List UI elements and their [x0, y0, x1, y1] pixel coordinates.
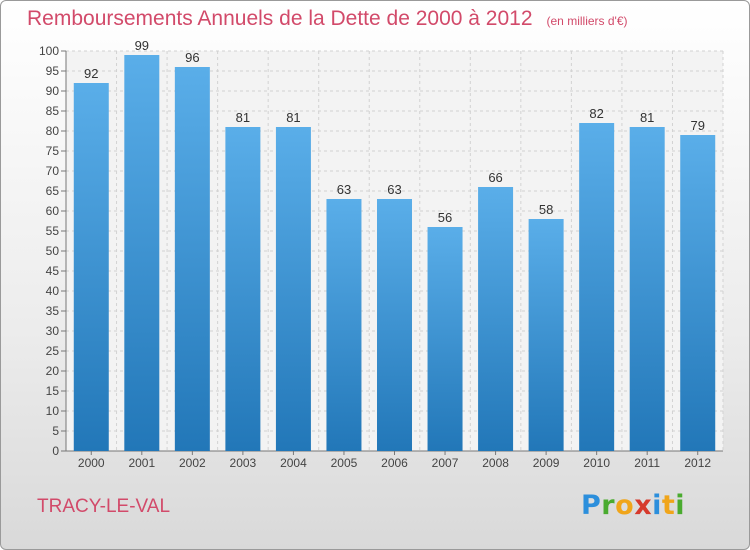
bar — [680, 135, 716, 451]
y-tick-label: 30 — [46, 324, 60, 338]
y-tick-label: 85 — [46, 104, 60, 118]
y-tick-label: 50 — [46, 244, 60, 258]
x-tick-label: 2011 — [634, 456, 660, 470]
y-tick-label: 15 — [46, 384, 60, 398]
data-label: 56 — [438, 210, 452, 225]
y-tick-label: 75 — [46, 144, 60, 158]
x-tick-label: 2008 — [482, 456, 509, 470]
data-label: 81 — [640, 110, 654, 125]
x-tick-label: 2003 — [230, 456, 257, 470]
y-tick-label: 95 — [46, 64, 60, 78]
data-label: 58 — [539, 202, 553, 217]
chart-title: Remboursements Annuels de la Dette de 20… — [27, 7, 628, 31]
bar — [73, 83, 109, 451]
bar — [275, 127, 311, 451]
x-tick-label: 2009 — [533, 456, 560, 470]
x-tick-label: 2010 — [583, 456, 610, 470]
x-tick-label: 2002 — [179, 456, 206, 470]
data-label: 99 — [135, 38, 149, 53]
chart-subtitle: (en milliers d'€) — [546, 14, 628, 28]
y-tick-label: 20 — [46, 364, 60, 378]
y-tick-label: 45 — [46, 264, 60, 278]
y-tick-label: 65 — [46, 184, 60, 198]
data-label: 63 — [387, 182, 401, 197]
chart-title-text: Remboursements Annuels de la Dette de 20… — [27, 7, 533, 30]
x-tick-label: 2007 — [432, 456, 459, 470]
bar — [326, 199, 362, 451]
bar — [528, 219, 564, 451]
bar — [225, 127, 261, 451]
x-tick-label: 2006 — [381, 456, 408, 470]
y-tick-label: 60 — [46, 204, 60, 218]
proxiti-logo: Proxiti — [581, 490, 686, 521]
bar — [629, 127, 665, 451]
data-label: 63 — [337, 182, 351, 197]
y-tick-label: 35 — [46, 304, 60, 318]
data-label: 92 — [84, 66, 98, 81]
y-tick-label: 5 — [52, 424, 59, 438]
y-tick-label: 100 — [39, 44, 59, 58]
bar — [124, 55, 160, 451]
data-label: 79 — [690, 118, 704, 133]
y-tick-label: 25 — [46, 344, 60, 358]
data-label: 81 — [286, 110, 300, 125]
x-tick-label: 2001 — [128, 456, 155, 470]
y-tick-label: 40 — [46, 284, 60, 298]
data-label: 66 — [488, 170, 502, 185]
bar — [377, 199, 412, 451]
data-label: 81 — [236, 110, 250, 125]
data-label: 82 — [589, 106, 603, 121]
data-label: 96 — [185, 50, 199, 65]
bar — [174, 67, 210, 451]
y-tick-label: 70 — [46, 164, 60, 178]
bar — [478, 187, 514, 451]
y-tick-label: 80 — [46, 124, 60, 138]
bar — [579, 123, 615, 451]
data-labels: 92 99 96 81 81 63 63 56 66 58 82 81 79 — [84, 38, 705, 225]
y-tick-label: 0 — [52, 444, 59, 458]
y-tick-label: 10 — [46, 404, 60, 418]
city-name: TRACY-LE-VAL — [37, 496, 171, 517]
bars — [73, 55, 716, 451]
x-tick-label: 2005 — [331, 456, 358, 470]
x-tick-label: 2012 — [684, 456, 711, 470]
y-tick-label: 55 — [46, 224, 60, 238]
bar — [427, 227, 463, 451]
x-tick-label: 2000 — [78, 456, 105, 470]
y-tick-label: 90 — [46, 84, 60, 98]
x-tick-label: 2004 — [280, 456, 307, 470]
